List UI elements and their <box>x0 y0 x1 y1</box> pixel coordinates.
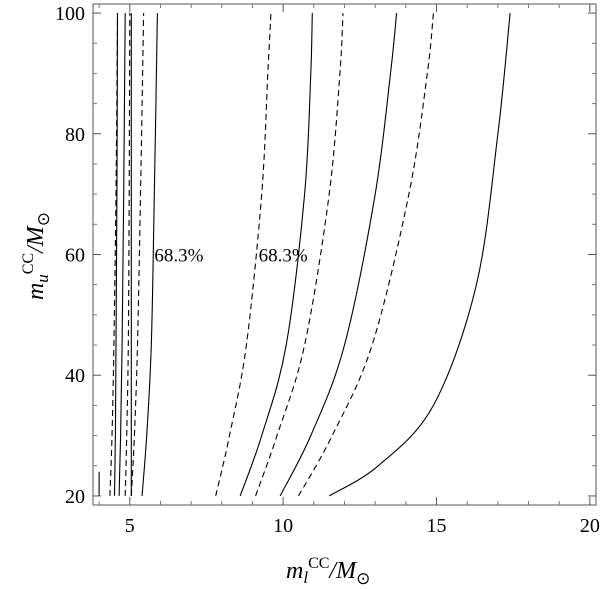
x-axis-title-sun: ⊙ <box>356 569 370 588</box>
x-axis-title-rest: /M <box>327 558 358 584</box>
x-tick-label: 20 <box>580 515 600 537</box>
contour-lines <box>98 13 511 497</box>
annotations: 68.3% 68.3% <box>154 246 308 267</box>
contour-line-9 <box>215 13 272 497</box>
axis-ticks <box>93 4 596 505</box>
x-axis-title-sup: CC <box>308 555 329 572</box>
contour-line-10 <box>239 13 313 497</box>
y-tick-label: 20 <box>65 486 85 508</box>
x-tick-label: 5 <box>125 515 135 537</box>
y-tick-label: 100 <box>55 3 85 25</box>
contour-line-8 <box>141 13 158 496</box>
y-axis-title-sub: u <box>33 274 52 283</box>
contour-line-4 <box>118 13 126 496</box>
contour-line-13 <box>298 13 434 497</box>
y-axis-title: muCC/M⊙ <box>20 212 53 300</box>
y-tick-label: 80 <box>65 124 85 146</box>
contour-line-12 <box>279 13 398 497</box>
x-axis-title: mlCC/M⊙ <box>286 555 370 588</box>
y-axis-title-m: m <box>23 283 49 300</box>
y-axis-title-sup: CC <box>20 253 37 274</box>
y-axis-title-sun: ⊙ <box>34 212 53 226</box>
x-axis-title-sub: l <box>303 568 308 587</box>
contour-line-7 <box>130 13 145 496</box>
contour-line-11 <box>255 13 344 497</box>
annotation-label-2: 68.3% <box>259 246 308 267</box>
axis-tick-labels: 5 10 15 20 20 40 60 80 100 <box>55 3 600 537</box>
contour-line-3 <box>113 13 119 496</box>
x-tick-label: 10 <box>273 515 293 537</box>
y-axis-title-rest: /M <box>23 224 49 255</box>
contour-line-5 <box>124 13 131 496</box>
x-axis-title-m: m <box>286 558 303 584</box>
annotation-label-1: 68.3% <box>154 246 203 267</box>
y-tick-label: 60 <box>65 245 85 267</box>
x-tick-label: 15 <box>427 515 447 537</box>
contour-line-14 <box>328 13 511 497</box>
y-tick-label: 40 <box>65 365 85 387</box>
